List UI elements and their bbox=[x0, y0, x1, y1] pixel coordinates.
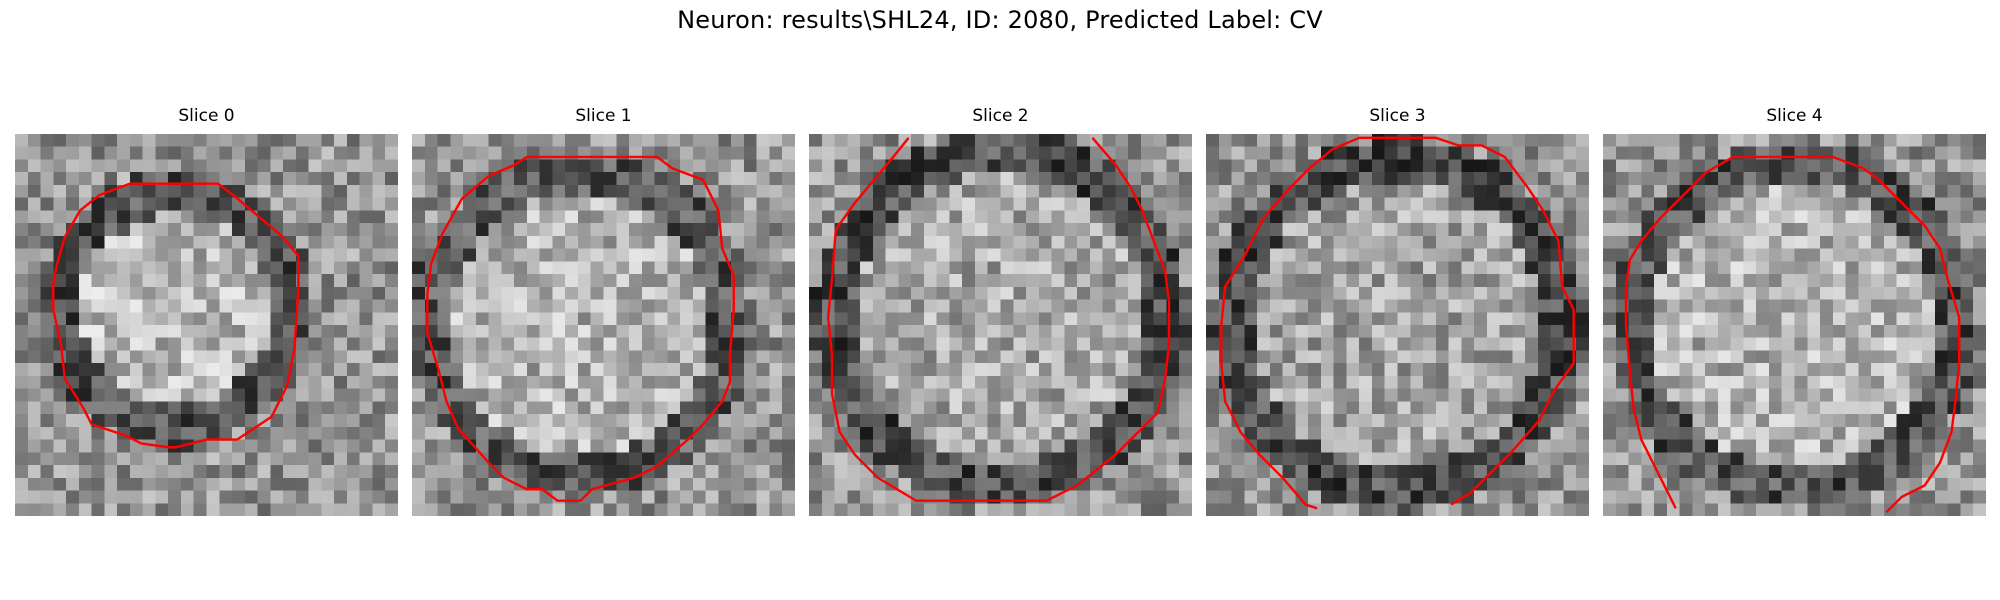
slice-title-0: Slice 0 bbox=[178, 106, 235, 126]
slice-title-2: Slice 2 bbox=[972, 106, 1029, 126]
slice-image-1 bbox=[412, 134, 795, 516]
slice-title-1: Slice 1 bbox=[575, 106, 632, 126]
slice-image-4 bbox=[1603, 134, 1986, 516]
contour-line-0 bbox=[53, 184, 298, 448]
contour-line-3 bbox=[1221, 138, 1573, 509]
slice-image-2 bbox=[809, 134, 1192, 516]
slice-title-3: Slice 3 bbox=[1369, 106, 1426, 126]
slice-title-4: Slice 4 bbox=[1766, 106, 1823, 126]
contour-line-4 bbox=[1626, 157, 1959, 512]
slice-image-3 bbox=[1206, 134, 1589, 516]
figure-title: Neuron: results\SHL24, ID: 2080, Predict… bbox=[677, 6, 1323, 34]
slice-image-0 bbox=[15, 134, 398, 516]
contour-line-2 bbox=[828, 138, 1169, 501]
contour-line-1 bbox=[427, 157, 733, 501]
